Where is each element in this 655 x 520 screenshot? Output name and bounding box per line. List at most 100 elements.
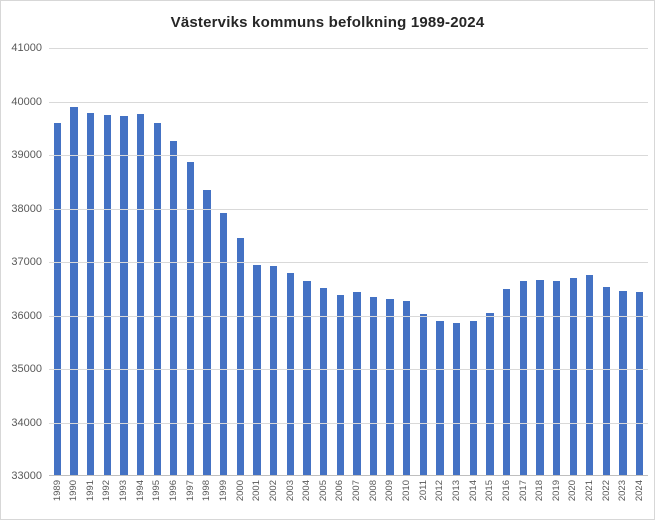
gridline: [49, 315, 648, 317]
bar-series: [49, 48, 648, 476]
x-axis-tick-label: 1997: [184, 480, 196, 502]
bar-slot: [149, 48, 166, 476]
bar-slot: [132, 48, 149, 476]
y-axis-tick-label: 38000: [11, 202, 42, 215]
bar-1997: [186, 161, 195, 476]
x-tick-slot: 2001: [249, 477, 266, 517]
bar-2010: [403, 301, 411, 476]
gridline: [49, 422, 648, 424]
x-tick-slot: 2020: [565, 477, 582, 517]
x-axis-tick-label: 2024: [633, 480, 645, 502]
x-axis-tick-label: 1989: [51, 480, 63, 502]
bar-2003: [286, 272, 294, 476]
bar-2005: [319, 288, 328, 476]
x-tick-slot: 1994: [132, 477, 149, 517]
x-tick-slot: 2012: [432, 477, 449, 517]
bar-2024: [636, 291, 644, 476]
x-axis-tick-label: 1996: [168, 480, 180, 502]
x-axis-tick-label: 2002: [267, 480, 279, 502]
x-tick-slot: 2005: [315, 477, 332, 517]
bar-1993: [120, 116, 128, 476]
bar-slot: [66, 48, 83, 476]
bar-slot: [415, 48, 432, 476]
gridline: [49, 48, 648, 49]
bar-2001: [253, 264, 261, 476]
y-axis-tick-label: 40000: [11, 95, 42, 108]
bar-slot: [349, 48, 366, 476]
bar-1995: [153, 122, 161, 476]
bar-1994: [136, 114, 145, 476]
x-axis-tick-label: 2006: [334, 480, 346, 502]
bar-2023: [619, 291, 627, 476]
bar-slot: [99, 48, 116, 476]
x-axis-tick-label: 2010: [401, 480, 413, 502]
x-axis-tick-label: 2016: [500, 480, 512, 502]
x-tick-slot: 1999: [215, 477, 232, 517]
bar-slot: [165, 48, 182, 476]
x-axis-tick-label: 2009: [384, 480, 396, 502]
bar-1999: [220, 212, 228, 476]
x-axis-tick-label: 1991: [84, 480, 96, 502]
x-axis-tick-label: 2003: [284, 480, 296, 502]
x-axis-tick-label: 1994: [134, 480, 146, 502]
x-axis-tick-label: 2023: [617, 480, 629, 502]
x-axis-tick-label: 1998: [201, 480, 213, 502]
bar-2022: [602, 286, 611, 476]
bar-slot: [615, 48, 632, 476]
x-tick-slot: 1996: [165, 477, 182, 517]
bar-2018: [536, 280, 544, 476]
x-tick-slot: 2024: [631, 477, 648, 517]
gridline: [49, 262, 648, 263]
bar-2008: [369, 296, 378, 476]
bar-slot: [631, 48, 648, 476]
bar-2020: [569, 278, 577, 476]
x-tick-slot: 1997: [182, 477, 199, 517]
x-axis-tick-label: 2014: [467, 480, 479, 502]
y-axis-tick-label: 34000: [11, 416, 42, 429]
bar-2013: [453, 323, 461, 476]
x-axis-tick-label: 2020: [567, 480, 579, 502]
x-axis-tick-label: 2012: [434, 480, 446, 502]
x-axis-tick-label: 1999: [217, 480, 229, 502]
x-axis-tick-label: 1990: [68, 480, 80, 502]
bar-slot: [82, 48, 99, 476]
bar-slot: [265, 48, 282, 476]
bar-1990: [70, 106, 78, 476]
x-tick-slot: 2008: [365, 477, 382, 517]
x-tick-slot: 2011: [415, 477, 432, 517]
gridline: [49, 101, 648, 103]
gridline: [49, 208, 648, 210]
y-axis: 33000 34000 35000 36000 37000 38000 39000 40000…: [1, 42, 45, 482]
bar-slot: [515, 48, 532, 476]
bar-slot: [498, 48, 515, 476]
bar-2019: [552, 280, 561, 476]
x-axis-tick-label: 2022: [600, 480, 612, 502]
x-tick-slot: 2003: [282, 477, 299, 517]
bar-slot: [116, 48, 133, 476]
bar-slot: [282, 48, 299, 476]
x-axis-tick-label: 1995: [151, 480, 163, 502]
y-axis-tick-label: 33000: [11, 470, 42, 482]
x-tick-slot: 2015: [482, 477, 499, 517]
x-tick-slot: 2000: [232, 477, 249, 517]
gridline: [49, 155, 648, 156]
bar-2017: [519, 280, 527, 476]
bar-2009: [386, 299, 394, 476]
x-axis-tick-label: 2001: [251, 480, 263, 502]
y-axis-tick-label: 36000: [11, 309, 42, 322]
x-tick-slot: 2006: [332, 477, 349, 517]
bar-1998: [203, 190, 211, 476]
chart-title: Västerviks kommuns befolkning 1989-2024: [170, 14, 485, 31]
x-axis-tick-label: 2011: [417, 480, 429, 501]
x-axis-tick-label: 2004: [301, 480, 313, 502]
x-axis-tick-label: 2013: [450, 480, 462, 502]
x-axis-tick-label: 2015: [484, 480, 496, 502]
x-axis: 1989 1990 1991 1992 1993 1994 1995 1996 1997 1998…: [49, 477, 648, 517]
bar-slot: [315, 48, 332, 476]
x-tick-slot: 1991: [82, 477, 99, 517]
y-axis-tick-label: 37000: [11, 256, 42, 268]
bar-1992: [103, 114, 111, 476]
x-tick-slot: 1998: [199, 477, 216, 517]
bar-slot: [448, 48, 465, 476]
